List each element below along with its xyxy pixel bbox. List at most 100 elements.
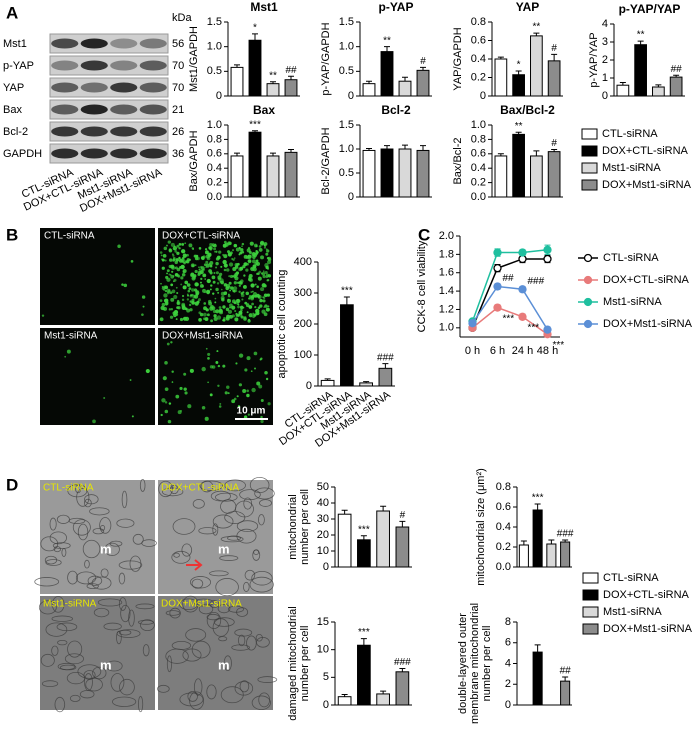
fluorescent-cell [173, 294, 178, 300]
fluorescent-cell [161, 286, 165, 290]
fluorescent-cell [186, 298, 190, 301]
fluorescent-cell [172, 275, 175, 277]
fluorescent-cell [230, 286, 234, 290]
error-bar [343, 296, 350, 305]
bar [284, 151, 298, 198]
fluorescent-cell [181, 294, 185, 298]
fluorescent-cell [249, 277, 254, 282]
legend-swatch [582, 606, 599, 618]
fluorescent-cell [189, 368, 194, 373]
fluorescent-cell [131, 415, 134, 418]
fluorescent-cell [161, 266, 165, 270]
series-line [471, 249, 548, 322]
y-tick-label: 0.8 [207, 133, 222, 145]
micrograph-texture [105, 660, 123, 672]
micrograph-texture [59, 664, 77, 671]
y-tick-label: 0 [323, 699, 329, 711]
micrograph-texture [157, 684, 170, 693]
micrograph-texture [128, 609, 135, 627]
fluorescent-cell [249, 261, 252, 263]
micrograph-texture [92, 528, 105, 535]
fluorescent-cell [188, 243, 193, 248]
bar [546, 543, 557, 568]
fluorescent-cell [176, 244, 180, 248]
micrograph-texture [100, 568, 109, 578]
bar [398, 80, 412, 97]
fluorescent-cell [219, 402, 222, 405]
y-axis-label: Bcl-2/GAPDH [320, 127, 332, 194]
fluorescent-cell [166, 269, 170, 273]
fluorescent-cell [237, 262, 240, 266]
fluorescent-cell [233, 257, 236, 259]
fluorescent-cell [188, 287, 192, 290]
x-tick-label: 0 h [465, 345, 480, 357]
fluorescent-cell [209, 261, 214, 266]
micrograph-texture [236, 520, 259, 532]
micrograph-texture [227, 535, 241, 541]
fluorescent-cell [168, 264, 172, 269]
micrograph-texture [179, 692, 204, 707]
blot-size-label: 70 [172, 60, 184, 72]
error-bar [399, 667, 406, 672]
fluorescent-cell [191, 288, 195, 292]
significance-label: ## [285, 65, 297, 76]
micrograph-texture [209, 600, 220, 609]
error-bar [515, 70, 522, 75]
legend-swatch [581, 145, 598, 157]
fluorescent-cell [254, 305, 257, 309]
fluorescent-cell [239, 266, 244, 271]
y-tick-label: 1 [602, 72, 608, 84]
fluorescent-cell [234, 265, 239, 269]
bar [395, 671, 410, 706]
y-tick-label: 1.0 [207, 41, 222, 53]
legend-label: Mst1-siRNA [603, 296, 662, 308]
y-tick-label: 0 [323, 561, 329, 573]
fluorescent-cell [258, 245, 262, 248]
fluorescent-cell [239, 305, 244, 310]
fluorescent-cell [171, 370, 174, 373]
significance-label: *** [553, 340, 565, 351]
micrograph-texture [121, 490, 128, 509]
micrograph-texture [118, 597, 127, 611]
bar [652, 86, 665, 97]
fluorescent-cell [217, 384, 220, 388]
significance-label: ## [503, 273, 515, 284]
fluorescent-cell [242, 388, 247, 393]
bar [378, 367, 393, 387]
y-axis-label: CCK-8 cell viability [416, 240, 428, 332]
fluorescent-cell [215, 261, 219, 266]
fluorescent-cell [141, 313, 144, 316]
mito-marker: m [218, 541, 230, 556]
fluorescent-cell [212, 244, 215, 248]
fluorescent-cell [231, 399, 236, 404]
y-tick-label: 4 [505, 657, 511, 669]
y-axis-label: damaged mitochondrial [287, 606, 299, 720]
fluorescent-cell [211, 275, 216, 280]
error-bar [252, 33, 258, 41]
y-tick-label: 2 [602, 54, 608, 66]
fluorescent-cell [217, 277, 221, 281]
bar [547, 60, 561, 97]
bar [340, 304, 354, 387]
fluorescent-cell [248, 276, 250, 278]
y-tick-label: 0 [348, 191, 354, 203]
micrograph-texture [51, 615, 73, 622]
mito-marker: m [100, 657, 112, 672]
fluorescent-cell [210, 284, 213, 287]
legend-swatch [581, 162, 598, 174]
y-tick-label: 0.4 [496, 521, 511, 533]
micrograph-texture [206, 684, 217, 700]
fluorescent-cell [180, 249, 186, 254]
fluorescent-cell [171, 253, 174, 256]
legend-label: DOX+Mst1-siRNA [603, 623, 693, 635]
fluorescent-cell [194, 264, 197, 267]
fluorescent-cell [160, 413, 163, 417]
series-line [471, 258, 548, 329]
image-label: DOX+Mst1-siRNA [162, 331, 243, 342]
micrograph-texture [104, 542, 120, 556]
error-bar [534, 503, 541, 510]
fluorescent-cell [264, 370, 268, 375]
fluorescent-cell [175, 394, 180, 399]
bar [669, 76, 683, 97]
micrograph-texture [97, 598, 123, 607]
